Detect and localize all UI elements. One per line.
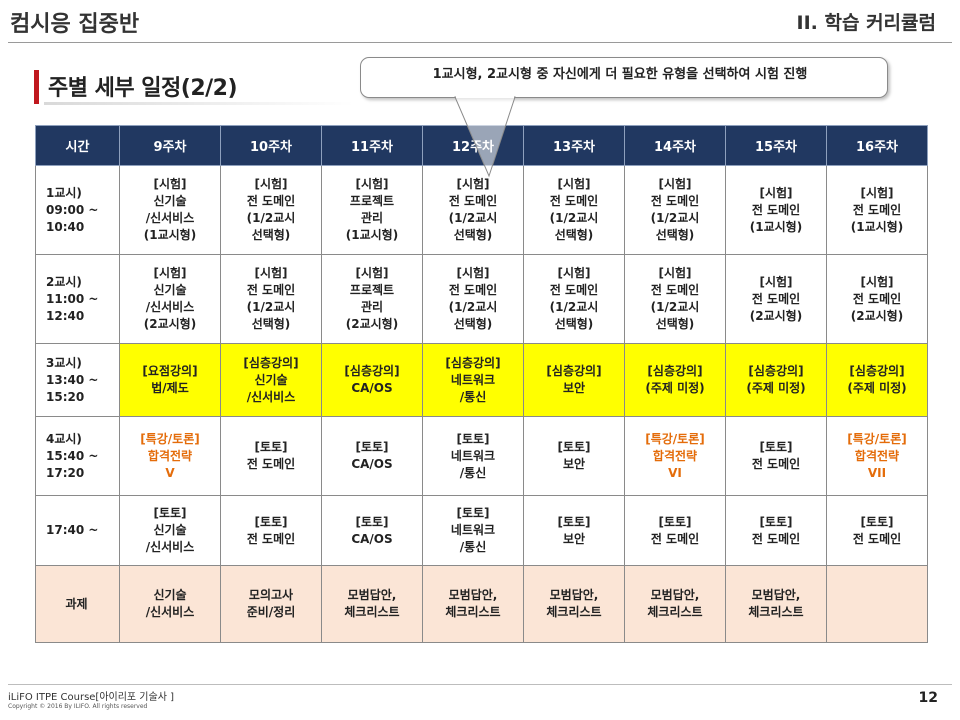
schedule-cell: [시험] 전 도메인 (1/2교시 선택형) bbox=[422, 254, 524, 344]
header-week-10: 10주차 bbox=[220, 125, 322, 166]
table-row: 1교시) 09:00 ~ 10:40 [시험] 신기술 /신서비스 (1교시형)… bbox=[35, 165, 928, 255]
footer-course: iLiFO ITPE Course[아이리포 기술사 ] bbox=[8, 692, 174, 703]
table-row: 2교시) 11:00 ~ 12:40 [시험] 신기술 /신서비스 (2교시형)… bbox=[35, 254, 928, 344]
special-lecture-cell: [특강/토론] 합격전략 VI bbox=[624, 416, 726, 496]
schedule-cell: [시험] 프로젝트 관리 (1교시형) bbox=[321, 165, 423, 255]
special-lecture-cell: [특강/토론] 합격전략 V bbox=[119, 416, 221, 496]
schedule-cell: [토토] 전 도메인 bbox=[624, 495, 726, 566]
time-cell: 4교시) 15:40 ~ 17:20 bbox=[35, 416, 120, 496]
schedule-cell: [시험] 전 도메인 (1/2교시 선택형) bbox=[523, 165, 625, 255]
callout-box: 1교시형, 2교시형 중 자신에게 더 필요한 유형을 선택하여 시험 진행 bbox=[360, 57, 888, 98]
lecture-cell: [심층강의] CA/OS bbox=[321, 343, 423, 417]
lecture-cell: [요점강의] 법/제도 bbox=[119, 343, 221, 417]
assignment-label: 과제 bbox=[35, 565, 120, 643]
schedule-cell: [토토] 보안 bbox=[523, 495, 625, 566]
schedule-cell: [토토] 신기술 /신서비스 bbox=[119, 495, 221, 566]
schedule-table: 시간 9주차 10주차 11주차 12주차 13주차 14주차 15주차 16주… bbox=[35, 125, 928, 643]
lecture-cell: [심층강의] 네트워크 /통신 bbox=[422, 343, 524, 417]
lecture-cell: [심층강의] (주제 미정) bbox=[826, 343, 928, 417]
schedule-cell: [시험] 신기술 /신서비스 (1교시형) bbox=[119, 165, 221, 255]
schedule-cell: [시험] 전 도메인 (1교시형) bbox=[826, 165, 928, 255]
footer-divider bbox=[8, 684, 952, 685]
header-week-9: 9주차 bbox=[119, 125, 221, 166]
assignment-cell: 모범답안, 체크리스트 bbox=[725, 565, 827, 643]
section-underline bbox=[44, 102, 354, 105]
assignment-cell: 모의고사 준비/정리 bbox=[220, 565, 322, 643]
header-week-12: 12주차 bbox=[422, 125, 524, 166]
schedule-cell: [토토] 네트워크 /통신 bbox=[422, 416, 524, 496]
schedule-cell: [토토] 보안 bbox=[523, 416, 625, 496]
table-row: 17:40 ~ [토토] 신기술 /신서비스 [토토] 전 도메인 [토토] C… bbox=[35, 495, 928, 566]
schedule-cell: [토토] 전 도메인 bbox=[220, 416, 322, 496]
schedule-cell: [토토] 전 도메인 bbox=[826, 495, 928, 566]
schedule-cell: [시험] 전 도메인 (1교시형) bbox=[725, 165, 827, 255]
assignment-cell: 모범답안, 체크리스트 bbox=[321, 565, 423, 643]
schedule-cell: [시험] 전 도메인 (2교시형) bbox=[725, 254, 827, 344]
schedule-cell: [시험] 전 도메인 (1/2교시 선택형) bbox=[422, 165, 524, 255]
time-cell: 1교시) 09:00 ~ 10:40 bbox=[35, 165, 120, 255]
lecture-cell: [심층강의] 보안 bbox=[523, 343, 625, 417]
course-title: 컴시응 집중반 bbox=[10, 12, 140, 37]
lecture-cell: [심층강의] 신기술 /신서비스 bbox=[220, 343, 322, 417]
table-header-row: 시간 9주차 10주차 11주차 12주차 13주차 14주차 15주차 16주… bbox=[35, 125, 928, 166]
schedule-cell: [토토] CA/OS bbox=[321, 416, 423, 496]
schedule-cell: [시험] 전 도메인 (2교시형) bbox=[826, 254, 928, 344]
time-cell: 17:40 ~ bbox=[35, 495, 120, 566]
special-lecture-cell: [특강/토론] 합격전략 VII bbox=[826, 416, 928, 496]
schedule-cell: [토토] 네트워크 /통신 bbox=[422, 495, 524, 566]
header-week-14: 14주차 bbox=[624, 125, 726, 166]
schedule-cell: [토토] CA/OS bbox=[321, 495, 423, 566]
assignment-cell: 모범답안, 체크리스트 bbox=[523, 565, 625, 643]
schedule-cell: [시험] 전 도메인 (1/2교시 선택형) bbox=[624, 165, 726, 255]
schedule-cell: [시험] 전 도메인 (1/2교시 선택형) bbox=[220, 165, 322, 255]
assignment-cell: 신기술 /신서비스 bbox=[119, 565, 221, 643]
header-divider bbox=[8, 42, 952, 43]
schedule-cell: [토토] 전 도메인 bbox=[725, 495, 827, 566]
header-week-13: 13주차 bbox=[523, 125, 625, 166]
assignment-cell: 모범답안, 체크리스트 bbox=[422, 565, 524, 643]
header-time: 시간 bbox=[35, 125, 120, 166]
chapter-title: II. 학습 커리큘럼 bbox=[796, 12, 936, 34]
table-row: 3교시) 13:40 ~ 15:20 [요점강의] 법/제도 [심층강의] 신기… bbox=[35, 343, 928, 417]
header-week-16: 16주차 bbox=[826, 125, 928, 166]
schedule-cell: [시험] 전 도메인 (1/2교시 선택형) bbox=[624, 254, 726, 344]
page-number: 12 bbox=[918, 690, 938, 706]
header-week-15: 15주차 bbox=[725, 125, 827, 166]
time-cell: 2교시) 11:00 ~ 12:40 bbox=[35, 254, 120, 344]
header-week-11: 11주차 bbox=[321, 125, 423, 166]
assignment-row: 과제 신기술 /신서비스 모의고사 준비/정리 모범답안, 체크리스트 모범답안… bbox=[35, 565, 928, 643]
schedule-cell: [시험] 신기술 /신서비스 (2교시형) bbox=[119, 254, 221, 344]
lecture-cell: [심층강의] (주제 미정) bbox=[624, 343, 726, 417]
table-row: 4교시) 15:40 ~ 17:20 [특강/토론] 합격전략 V [토토] 전… bbox=[35, 416, 928, 496]
schedule-cell: [시험] 전 도메인 (1/2교시 선택형) bbox=[523, 254, 625, 344]
lecture-cell: [심층강의] (주제 미정) bbox=[725, 343, 827, 417]
schedule-cell: [시험] 프로젝트 관리 (2교시형) bbox=[321, 254, 423, 344]
schedule-cell: [토토] 전 도메인 bbox=[725, 416, 827, 496]
schedule-cell: [시험] 전 도메인 (1/2교시 선택형) bbox=[220, 254, 322, 344]
schedule-cell: [토토] 전 도메인 bbox=[220, 495, 322, 566]
assignment-cell bbox=[826, 565, 928, 643]
section-title: 주별 세부 일정(2/2) bbox=[48, 76, 238, 101]
time-cell: 3교시) 13:40 ~ 15:20 bbox=[35, 343, 120, 417]
section-accent-bar bbox=[34, 70, 39, 104]
footer-copyright: Copyright © 2016 By ILIFO. All rights re… bbox=[8, 703, 148, 710]
assignment-cell: 모범답안, 체크리스트 bbox=[624, 565, 726, 643]
